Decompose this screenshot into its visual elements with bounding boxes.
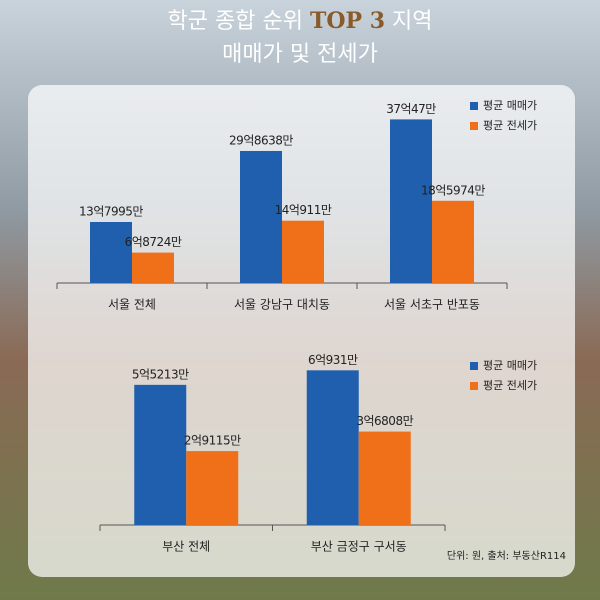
data-label: 2억9115만 (184, 434, 241, 448)
panel (28, 85, 575, 577)
bar (432, 200, 474, 283)
legend-label: 평균 매매가 (483, 359, 537, 372)
bar (390, 119, 432, 284)
data-label: 37억47만 (386, 102, 436, 116)
bar (282, 220, 324, 283)
data-label: 6억931만 (308, 353, 358, 367)
data-label: 18억5974만 (421, 183, 485, 197)
x-tick-label: 서울 강남구 대치동 (234, 298, 330, 312)
legend-label: 평균 전세가 (483, 119, 537, 132)
title-highlight: TOP 3 (310, 8, 385, 34)
title: 학군 종합 순위 TOP 3 지역 (168, 8, 433, 34)
legend-swatch (470, 362, 478, 370)
bar (240, 150, 282, 283)
data-label: 14억911만 (275, 203, 332, 217)
x-tick-label: 부산 전체 (162, 540, 210, 554)
bar (90, 221, 132, 283)
legend-label: 평균 매매가 (483, 99, 537, 112)
legend-swatch (470, 382, 478, 390)
x-tick-label: 서울 서초구 반포동 (384, 298, 480, 312)
bar (186, 451, 239, 525)
x-tick-label: 부산 금정구 구서동 (311, 540, 407, 554)
bar (358, 431, 411, 525)
subtitle: 매매가 및 전세가 (222, 42, 378, 67)
legend-swatch (470, 102, 478, 110)
data-label: 6억8724만 (125, 235, 182, 249)
data-label: 29억8638만 (229, 133, 293, 147)
bar (306, 370, 359, 525)
bar (132, 252, 174, 283)
data-label: 3억6808만 (356, 414, 413, 428)
bar (134, 384, 187, 525)
title-end: 지역 (392, 9, 432, 34)
legend-label: 평균 전세가 (483, 379, 537, 392)
legend-swatch (470, 122, 478, 130)
x-tick-label: 서울 전체 (108, 298, 156, 312)
data-label: 13억7995만 (79, 204, 143, 218)
data-label: 5억5213만 (132, 367, 189, 381)
title-start: 학군 종합 순위 (168, 9, 303, 34)
note: 단위: 원, 출처: 부동산R114 (447, 549, 566, 562)
